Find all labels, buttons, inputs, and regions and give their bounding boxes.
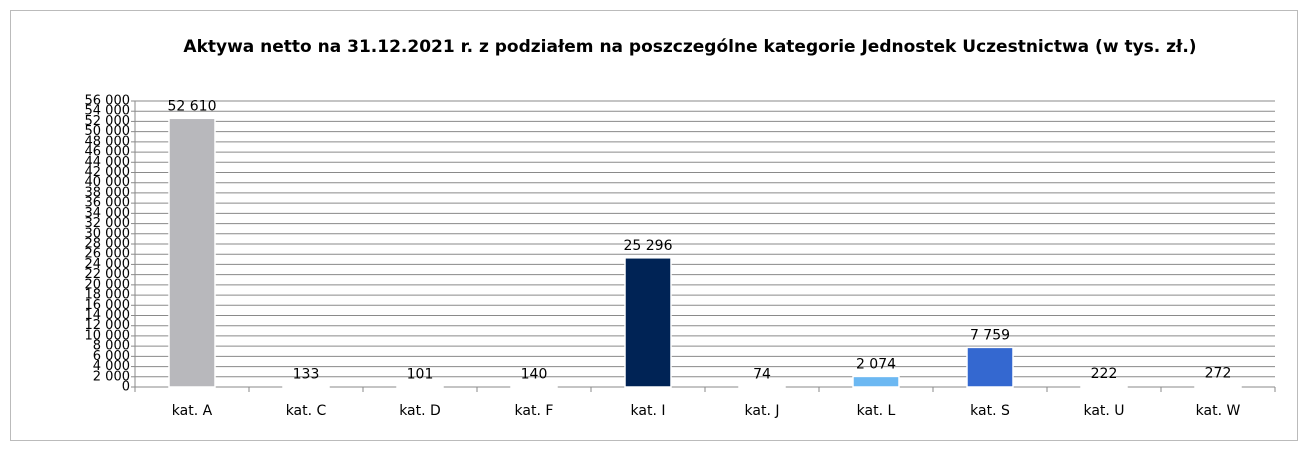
x-tick-label: kat. J xyxy=(745,403,780,419)
y-tick-label: 6 000 xyxy=(93,349,130,364)
y-tick-label: 38 000 xyxy=(85,185,131,200)
x-tick-label: kat. L xyxy=(857,403,896,419)
y-tick-label: 2 000 xyxy=(93,369,130,384)
y-tick-label: 14 000 xyxy=(85,308,131,323)
y-tick-label: 52 000 xyxy=(85,114,131,129)
y-tick-label: 16 000 xyxy=(85,298,131,313)
y-tick-label: 48 000 xyxy=(85,134,131,149)
x-tick-label: kat. I xyxy=(631,403,666,419)
bar xyxy=(1080,385,1128,388)
y-tick-label: 20 000 xyxy=(85,277,131,292)
data-label: 2 074 xyxy=(856,356,896,372)
x-tick-label: kat. U xyxy=(1083,403,1124,419)
bar xyxy=(282,385,330,388)
y-tick-label: 8 000 xyxy=(93,339,130,354)
y-tick-label: 34 000 xyxy=(85,206,131,221)
data-label: 272 xyxy=(1205,366,1232,382)
data-label: 7 759 xyxy=(970,327,1010,343)
bar xyxy=(510,385,558,388)
x-tick-label: kat. A xyxy=(172,403,213,419)
y-tick-label: 36 000 xyxy=(85,196,131,211)
data-label: 133 xyxy=(293,366,320,382)
bar xyxy=(396,385,444,388)
x-tick-label: kat. D xyxy=(399,403,441,419)
y-tick-label: 28 000 xyxy=(85,237,131,252)
bar xyxy=(168,117,216,388)
data-label: 222 xyxy=(1091,366,1118,382)
y-tick-label: 56 000 xyxy=(85,94,131,109)
x-tick-label: kat. C xyxy=(286,403,327,419)
y-tick-label: 40 000 xyxy=(85,175,131,190)
y-tick-label: 44 000 xyxy=(85,155,131,170)
data-label: 140 xyxy=(521,366,548,382)
y-tick-label: 50 000 xyxy=(85,124,131,139)
y-tick-label: 54 000 xyxy=(85,104,131,119)
y-tick-label: 22 000 xyxy=(85,267,131,282)
bar xyxy=(1194,384,1242,388)
x-tick-label: kat. S xyxy=(970,403,1010,419)
y-tick-label: 0 xyxy=(122,380,130,395)
y-tick-label: 4 000 xyxy=(93,359,130,374)
y-tick-label: 12 000 xyxy=(85,318,131,333)
bar xyxy=(852,375,900,388)
y-tick-label: 24 000 xyxy=(85,257,131,272)
y-tick-label: 46 000 xyxy=(85,145,131,160)
y-tick-label: 18 000 xyxy=(85,288,131,303)
y-tick-label: 32 000 xyxy=(85,216,131,231)
bar xyxy=(966,346,1014,388)
chart-title: Aktywa netto na 31.12.2021 r. z podziałe… xyxy=(183,37,1196,57)
data-label: 52 610 xyxy=(168,98,217,114)
bar xyxy=(624,257,672,388)
x-tick-label: kat. W xyxy=(1196,403,1241,419)
x-tick-label: kat. F xyxy=(515,403,554,419)
data-label: 25 296 xyxy=(624,238,673,254)
y-tick-label: 30 000 xyxy=(85,226,131,241)
y-tick-label: 10 000 xyxy=(85,328,131,343)
data-label: 101 xyxy=(407,366,434,382)
y-tick-label: 42 000 xyxy=(85,165,131,180)
data-label: 74 xyxy=(753,367,771,383)
y-tick-label: 26 000 xyxy=(85,247,131,262)
